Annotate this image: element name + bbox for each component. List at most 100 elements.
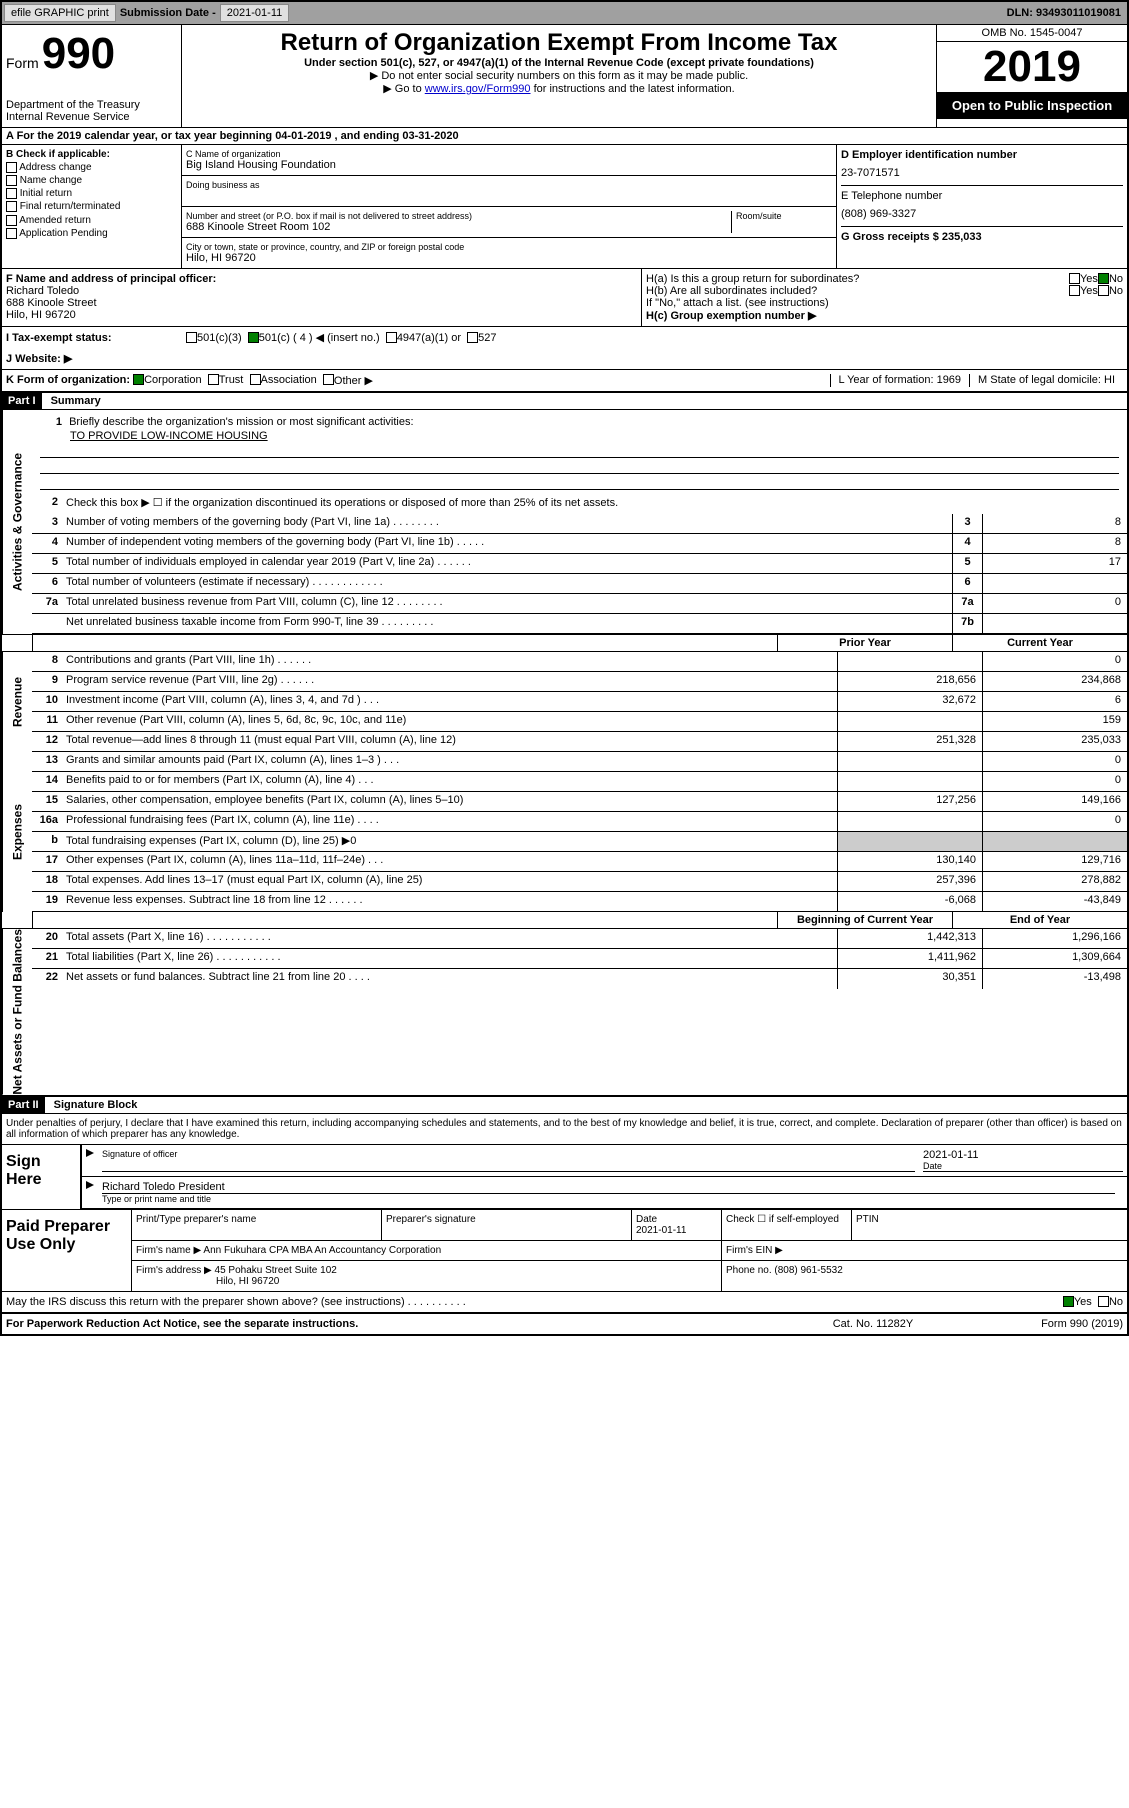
c20: 1,296,166	[982, 929, 1127, 948]
row-a: A For the 2019 calendar year, or tax yea…	[2, 128, 1127, 145]
form-number: 990	[42, 29, 115, 78]
val-6	[982, 574, 1127, 593]
c8: 0	[982, 652, 1127, 671]
form-container: efile GRAPHIC print Submission Date - 20…	[0, 0, 1129, 1336]
omb-number: OMB No. 1545-0047	[937, 25, 1127, 42]
check-final-return[interactable]: Final return/terminated	[6, 201, 177, 212]
side-net-assets: Net Assets or Fund Balances	[2, 929, 32, 1095]
state-domicile: M State of legal domicile: HI	[969, 374, 1123, 387]
val-4: 8	[982, 534, 1127, 553]
c11: 159	[982, 712, 1127, 731]
part2-header: Part II Signature Block	[2, 1097, 1127, 1114]
form-version: Form 990 (2019)	[973, 1318, 1123, 1330]
hb-no[interactable]	[1098, 285, 1109, 296]
header-right: OMB No. 1545-0047 2019 Open to Public In…	[937, 25, 1127, 127]
row-k: K Form of organization: Corporation Trus…	[2, 370, 1127, 393]
val-3: 8	[982, 514, 1127, 533]
street-address: 688 Kinoole Street Room 102	[186, 221, 727, 233]
footer: For Paperwork Reduction Act Notice, see …	[2, 1314, 1127, 1334]
row-j-website: J Website: ▶	[2, 348, 1127, 370]
dln: DLN: 93493011019081	[1007, 7, 1125, 19]
paid-preparer-block: Paid Preparer Use Only Print/Type prepar…	[2, 1210, 1127, 1292]
col-b: B Check if applicable: Address change Na…	[2, 145, 182, 268]
check-trust[interactable]	[208, 374, 219, 385]
ha-no[interactable]	[1098, 273, 1109, 284]
may-discuss-row: May the IRS discuss this return with the…	[2, 1292, 1127, 1314]
check-amended[interactable]: Amended return	[6, 215, 177, 226]
col-d: D Employer identification number 23-7071…	[837, 145, 1127, 268]
telephone: (808) 969-3327	[841, 208, 1123, 220]
c19: -43,849	[982, 892, 1127, 911]
row-i-tax-status: I Tax-exempt status: 501(c)(3) 501(c) ( …	[2, 327, 1127, 348]
dept-treasury: Department of the Treasury	[6, 99, 177, 111]
val-7a: 0	[982, 594, 1127, 613]
check-assoc[interactable]	[250, 374, 261, 385]
check-527[interactable]	[467, 332, 478, 343]
note-ssn: ▶ Do not enter social security numbers o…	[186, 69, 932, 82]
submission-label: Submission Date -	[120, 7, 216, 19]
side-activities-governance: Activities & Governance	[2, 410, 32, 634]
mission-text: TO PROVIDE LOW-INCOME HOUSING	[70, 430, 268, 442]
efile-print-button[interactable]: efile GRAPHIC print	[4, 4, 116, 22]
ein-value: 23-7071571	[841, 167, 1123, 179]
c14: 0	[982, 772, 1127, 791]
check-501c[interactable]	[248, 332, 259, 343]
cat-no: Cat. No. 11282Y	[773, 1318, 973, 1330]
header-left: Form 990 Department of the Treasury Inte…	[2, 25, 182, 127]
discuss-no[interactable]	[1098, 1296, 1109, 1307]
c9: 234,868	[982, 672, 1127, 691]
officer-name: Richard Toledo	[6, 285, 637, 297]
hb-yes[interactable]	[1069, 285, 1080, 296]
irs-label: Internal Revenue Service	[6, 111, 177, 123]
org-name: Big Island Housing Foundation	[186, 159, 832, 171]
c15: 149,166	[982, 792, 1127, 811]
topbar: efile GRAPHIC print Submission Date - 20…	[2, 2, 1127, 25]
check-initial-return[interactable]: Initial return	[6, 188, 177, 199]
form-title: Return of Organization Exempt From Incom…	[186, 29, 932, 57]
perjury-text: Under penalties of perjury, I declare th…	[2, 1114, 1127, 1144]
form-word: Form	[6, 55, 39, 71]
check-app-pending[interactable]: Application Pending	[6, 228, 177, 239]
c13: 0	[982, 752, 1127, 771]
check-501c3[interactable]	[186, 332, 197, 343]
side-revenue: Revenue	[2, 652, 32, 752]
check-corp[interactable]	[133, 374, 144, 385]
check-name-change[interactable]: Name change	[6, 175, 177, 186]
pen-icon	[86, 1181, 94, 1189]
firm-address: 45 Pohaku Street Suite 102	[215, 1265, 337, 1276]
val-5: 17	[982, 554, 1127, 573]
city-state-zip: Hilo, HI 96720	[186, 252, 832, 264]
header-row: Form 990 Department of the Treasury Inte…	[2, 25, 1127, 128]
sign-here-block: Sign Here Signature of officer 2021-01-1…	[2, 1144, 1127, 1210]
pra-notice: For Paperwork Reduction Act Notice, see …	[6, 1318, 773, 1330]
col-c: C Name of organization Big Island Housin…	[182, 145, 837, 268]
officer-name-title: Richard Toledo President	[102, 1181, 1115, 1193]
c12: 235,033	[982, 732, 1127, 751]
check-4947[interactable]	[386, 332, 397, 343]
discuss-yes[interactable]	[1063, 1296, 1074, 1307]
gross-receipts: G Gross receipts $ 235,033	[841, 226, 1123, 243]
check-other[interactable]	[323, 374, 334, 385]
c16a: 0	[982, 812, 1127, 831]
side-expenses: Expenses	[2, 752, 32, 912]
c17: 129,716	[982, 852, 1127, 871]
check-address-change[interactable]: Address change	[6, 162, 177, 173]
header-mid: Return of Organization Exempt From Incom…	[182, 25, 937, 127]
ha-yes[interactable]	[1069, 273, 1080, 284]
c10: 6	[982, 692, 1127, 711]
form-subtitle: Under section 501(c), 527, or 4947(a)(1)…	[186, 57, 932, 69]
note-link: ▶ Go to www.irs.gov/Form990 for instruct…	[186, 82, 932, 95]
row-f: F Name and address of principal officer:…	[2, 269, 1127, 327]
val-7b	[982, 614, 1127, 633]
preparer-phone: Phone no. (808) 961-5532	[722, 1261, 1127, 1291]
open-public-badge: Open to Public Inspection	[937, 92, 1127, 119]
c18: 278,882	[982, 872, 1127, 891]
part1-header: Part I Summary	[2, 393, 1127, 410]
tax-year: 2019	[937, 42, 1127, 92]
year-formation: L Year of formation: 1969	[830, 374, 970, 387]
part1-body: Activities & Governance 1 Briefly descri…	[2, 410, 1127, 1097]
firm-name: Ann Fukuhara CPA MBA An Accountancy Corp…	[203, 1245, 441, 1256]
section-bcd: B Check if applicable: Address change Na…	[2, 145, 1127, 269]
irs-link[interactable]: www.irs.gov/Form990	[425, 83, 531, 95]
submission-date: 2021-01-11	[220, 4, 289, 22]
